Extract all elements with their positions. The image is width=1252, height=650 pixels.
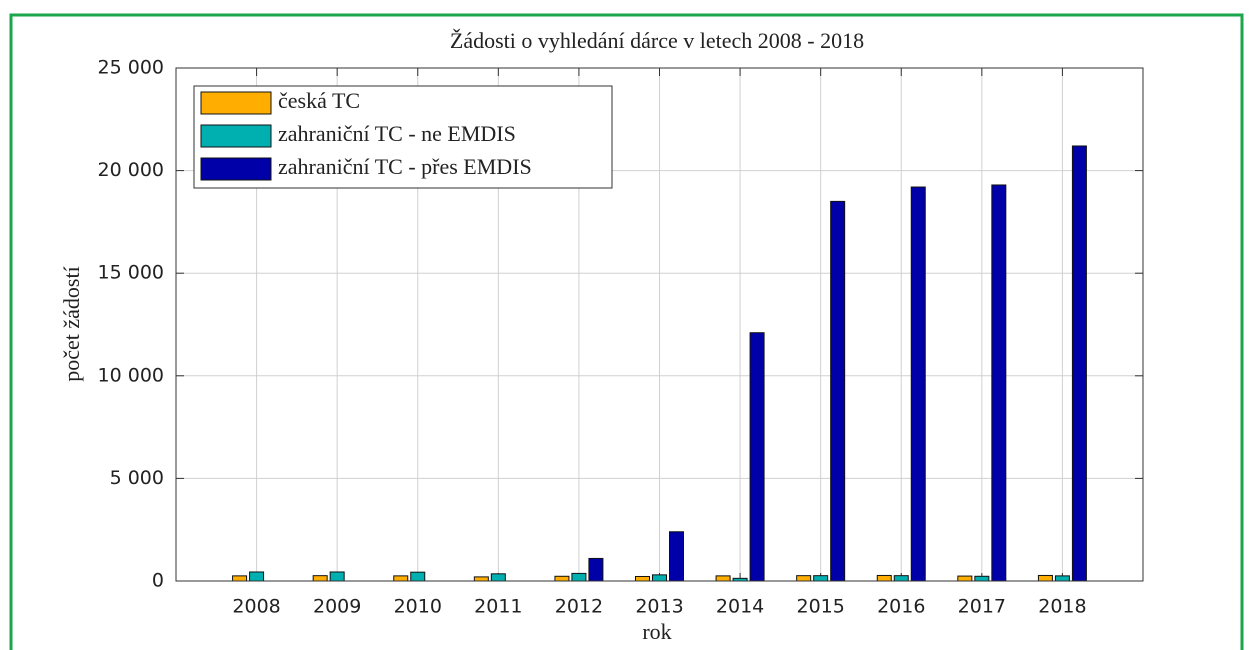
legend-label: česká TC (278, 88, 360, 113)
legend-label: zahraniční TC - ne EMDIS (278, 121, 516, 146)
bar (588, 557, 604, 582)
y-tick-label: 10 000 (98, 364, 164, 386)
bar (876, 574, 892, 582)
bar (473, 576, 489, 582)
x-tick-label: 2017 (958, 596, 1006, 618)
y-tick-label: 25 000 (98, 57, 164, 79)
x-tick-label: 2015 (796, 596, 844, 618)
x-tick-label: 2011 (474, 596, 522, 618)
bar (571, 572, 587, 582)
bar (957, 575, 973, 582)
y-tick-label: 0 (152, 570, 164, 592)
y-axis-label: počet žádostí (59, 266, 84, 381)
x-tick-label: 2016 (877, 596, 925, 618)
bar (635, 575, 650, 582)
bar (796, 575, 812, 582)
axes-box (175, 67, 1144, 582)
legend-label: zahraniční TC - přes EMDIS (278, 154, 532, 179)
x-tick-label: 2018 (1038, 596, 1086, 618)
bar (715, 575, 731, 582)
bar (1071, 145, 1087, 582)
bar (312, 575, 328, 582)
legend-swatch (200, 157, 272, 181)
legend-swatch (200, 91, 272, 115)
x-tick-label: 2008 (232, 596, 280, 618)
bar (669, 531, 684, 582)
x-tick-label: 2010 (394, 596, 442, 618)
y-tick-label: 20 000 (98, 159, 164, 181)
x-tick-label: 2013 (635, 596, 683, 618)
bar (974, 575, 990, 582)
bar (652, 574, 667, 582)
x-tick-label: 2014 (716, 596, 764, 618)
bar (249, 571, 265, 582)
bar (910, 186, 926, 582)
y-tick-label: 5 000 (110, 467, 164, 489)
bar (410, 571, 426, 582)
bar (991, 184, 1007, 582)
bar (749, 332, 765, 582)
y-tick-label: 15 000 (98, 262, 164, 284)
x-tick-label: 2012 (555, 596, 603, 618)
bar (893, 575, 909, 582)
frame (9, 13, 1244, 650)
bar (490, 573, 506, 582)
chart-title: Žádosti o vyhledání dárce v letech 2008 … (450, 28, 864, 53)
legend-swatch (200, 124, 272, 148)
bar (554, 575, 570, 582)
bar (1037, 574, 1053, 582)
bar (830, 200, 846, 582)
bar (1054, 575, 1070, 582)
bar (393, 575, 409, 582)
bar (813, 575, 829, 582)
bar (232, 575, 248, 582)
x-tick-label: 2009 (313, 596, 361, 618)
bar (329, 571, 345, 582)
x-axis-label: rok (642, 619, 671, 644)
